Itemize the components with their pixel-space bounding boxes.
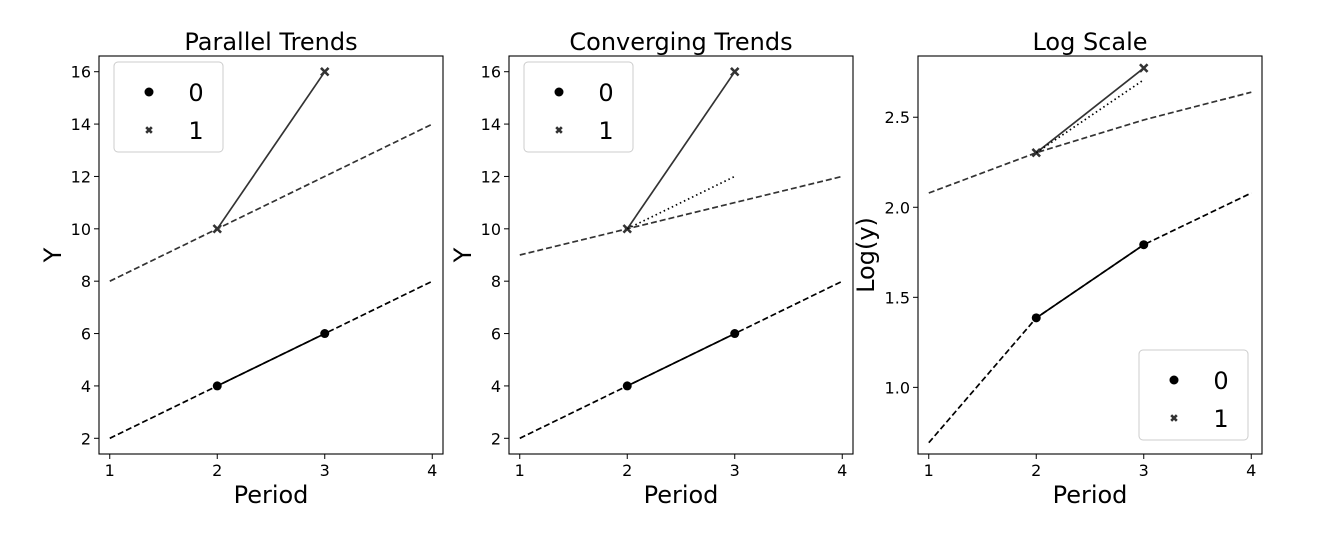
series-line-group-1-solid (216, 71, 326, 230)
series-line-group-1-dashed (519, 175, 843, 256)
legend-marker-circle (554, 87, 564, 97)
legend-box (1138, 349, 1249, 441)
legend: 0 1 (1138, 349, 1249, 441)
axes-frame (98, 55, 444, 455)
x-axis-label: Period (1053, 481, 1128, 509)
x-tick-label: 2 (212, 461, 222, 480)
y-tick-label: 2 (491, 429, 501, 448)
axes-frame (508, 55, 854, 455)
y-tick-label: 4 (491, 377, 501, 396)
x-axis-label: Period (644, 481, 719, 509)
legend-label-1: 1 (598, 117, 613, 145)
series-line-group-1-dotted (626, 175, 736, 230)
legend-entry-0: 0 (144, 79, 204, 107)
legend-marker-x (555, 126, 563, 134)
legend-label-0: 0 (1213, 367, 1228, 395)
legend-marker-x (145, 126, 153, 134)
chart-title: Converging Trends (569, 28, 792, 56)
chart-title: Parallel Trends (184, 28, 357, 56)
legend-box (523, 61, 634, 153)
y-tick-label: 8 (81, 272, 91, 291)
data-point-group-1 (320, 66, 330, 77)
plot-area (928, 63, 1252, 444)
plot-area (519, 66, 843, 440)
legend-label-1: 1 (188, 117, 203, 145)
legend-label-0: 0 (188, 79, 203, 107)
x-tick-label: 2 (622, 461, 632, 480)
x-tick-label: 1 (515, 461, 525, 480)
y-tick-label: 6 (491, 325, 501, 344)
series-line-group-1-solid (1035, 67, 1145, 154)
y-tick-label: 10 (481, 220, 501, 239)
data-point-group-1 (1031, 147, 1041, 158)
y-tick-label: 1.5 (885, 288, 910, 307)
y-tick-label: 4 (81, 377, 91, 396)
y-axis-label: Y (449, 247, 477, 263)
series-line-group-1-dashed (109, 123, 433, 282)
chart-panel-3: Log Scale Period Log(y) 1 2 3 4 1.0 1.5 2.0 2.5… (852, 28, 1263, 509)
legend-label-1: 1 (1213, 405, 1228, 433)
series-line-group-1-solid (626, 71, 736, 230)
x-tick-label: 1 (924, 461, 934, 480)
plot-area (109, 66, 433, 440)
x-tick-label: 3 (320, 461, 330, 480)
ticks: 1 2 3 4 1.0 1.5 2.0 2.5 (885, 108, 1257, 480)
data-point-group-1 (730, 66, 740, 77)
x-tick-label: 4 (837, 461, 847, 480)
y-tick-label: 8 (491, 272, 501, 291)
y-tick-label: 2.0 (885, 198, 910, 217)
y-tick-label: 12 (71, 167, 91, 186)
x-tick-label: 2 (1031, 461, 1041, 480)
y-axis-label: Log(y) (852, 217, 880, 293)
chart-panel-1: Parallel Trends Period Y 1 2 3 424681012141… (39, 28, 444, 509)
y-tick-label: 16 (481, 63, 501, 82)
y-tick-label: 10 (71, 220, 91, 239)
x-tick-label: 3 (730, 461, 740, 480)
y-tick-label: 12 (481, 167, 501, 186)
legend-label-0: 0 (598, 79, 613, 107)
series-line-group-0-dashed (928, 192, 1252, 444)
legend-entry-1: 1 (1170, 405, 1229, 433)
x-tick-label: 3 (1139, 461, 1149, 480)
legend-entry-0: 0 (554, 79, 614, 107)
y-axis-label: Y (39, 247, 67, 263)
legend-marker-circle (1169, 375, 1179, 385)
legend-entry-1: 1 (145, 117, 204, 145)
y-tick-label: 14 (481, 115, 501, 134)
chart-panel-2: Converging Trends Period Y 1 2 3 4246810121… (449, 28, 854, 509)
legend-marker-circle (144, 87, 154, 97)
y-tick-label: 16 (71, 63, 91, 82)
legend-entry-1: 1 (555, 117, 614, 145)
chart-title: Log Scale (1032, 28, 1147, 56)
legend: 0 1 (113, 61, 224, 153)
y-tick-label: 2 (81, 429, 91, 448)
series-line-group-0-dashed (109, 280, 433, 440)
series-line-group-1-dashed (928, 91, 1252, 194)
y-tick-label: 2.5 (885, 108, 910, 127)
x-tick-label: 4 (1246, 461, 1256, 480)
legend-marker-x (1170, 414, 1178, 422)
series-line-group-1-dotted (1035, 79, 1145, 154)
data-point-group-1 (1139, 63, 1149, 73)
legend-box (113, 61, 224, 153)
series-line-group-0-dashed (519, 280, 843, 440)
y-tick-label: 1.0 (885, 378, 910, 397)
y-tick-label: 14 (71, 115, 91, 134)
legend: 0 1 (523, 61, 634, 153)
y-tick-label: 6 (81, 325, 91, 344)
axes-frame (917, 55, 1263, 455)
x-tick-label: 4 (427, 461, 437, 480)
x-axis-label: Period (234, 481, 309, 509)
x-tick-label: 1 (105, 461, 115, 480)
legend-entry-0: 0 (1169, 367, 1229, 395)
